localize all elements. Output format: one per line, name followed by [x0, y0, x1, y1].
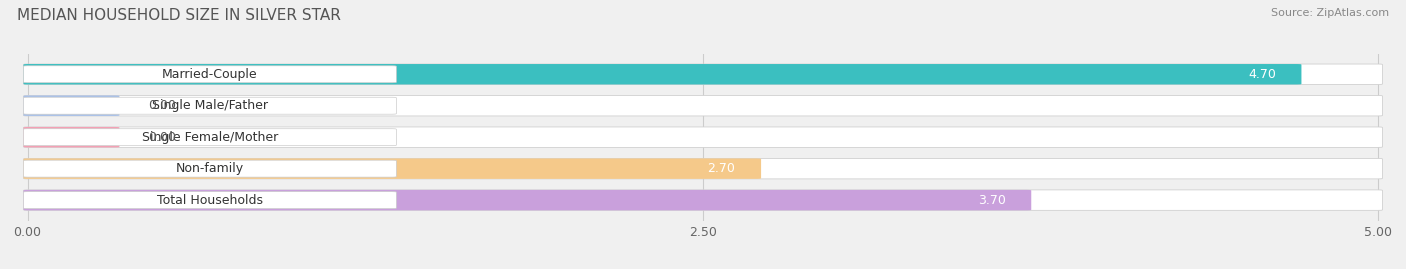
FancyBboxPatch shape: [24, 160, 396, 177]
Text: Total Households: Total Households: [157, 194, 263, 207]
Text: Single Male/Father: Single Male/Father: [152, 99, 269, 112]
FancyBboxPatch shape: [24, 129, 396, 146]
Text: Non-family: Non-family: [176, 162, 245, 175]
FancyBboxPatch shape: [24, 158, 1382, 179]
Text: MEDIAN HOUSEHOLD SIZE IN SILVER STAR: MEDIAN HOUSEHOLD SIZE IN SILVER STAR: [17, 8, 340, 23]
FancyBboxPatch shape: [24, 158, 761, 179]
FancyBboxPatch shape: [24, 64, 1302, 84]
FancyBboxPatch shape: [24, 97, 396, 114]
Text: 4.70: 4.70: [1249, 68, 1275, 81]
FancyBboxPatch shape: [24, 95, 1382, 116]
FancyBboxPatch shape: [24, 66, 396, 83]
FancyBboxPatch shape: [24, 190, 1031, 210]
FancyBboxPatch shape: [24, 127, 1382, 147]
Text: Source: ZipAtlas.com: Source: ZipAtlas.com: [1271, 8, 1389, 18]
Text: 0.00: 0.00: [148, 131, 176, 144]
Text: Married-Couple: Married-Couple: [162, 68, 257, 81]
FancyBboxPatch shape: [24, 64, 1382, 84]
FancyBboxPatch shape: [24, 95, 120, 116]
Text: 0.00: 0.00: [148, 99, 176, 112]
FancyBboxPatch shape: [24, 127, 120, 147]
Text: Single Female/Mother: Single Female/Mother: [142, 131, 278, 144]
FancyBboxPatch shape: [24, 192, 396, 208]
Text: 2.70: 2.70: [707, 162, 735, 175]
Text: 3.70: 3.70: [977, 194, 1005, 207]
FancyBboxPatch shape: [24, 190, 1382, 210]
